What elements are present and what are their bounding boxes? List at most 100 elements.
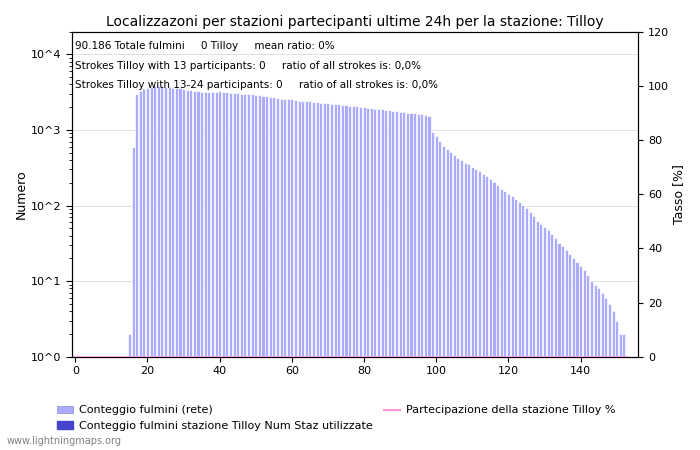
Bar bbox=[81, 357, 84, 450]
Bar bbox=[150, 87, 153, 450]
Bar bbox=[265, 96, 268, 450]
Bar bbox=[471, 167, 474, 450]
Bar bbox=[211, 92, 214, 450]
Bar bbox=[142, 89, 146, 450]
Bar bbox=[200, 92, 203, 450]
Bar bbox=[587, 275, 589, 450]
Bar bbox=[78, 357, 80, 450]
Bar bbox=[287, 99, 290, 450]
Bar bbox=[528, 212, 531, 450]
Bar bbox=[431, 131, 434, 450]
Bar bbox=[482, 174, 484, 450]
Bar bbox=[207, 92, 211, 450]
Bar bbox=[309, 101, 312, 450]
Bar bbox=[543, 227, 546, 450]
Text: Strokes Tilloy with 13-24 participants: 0     ratio of all strokes is: 0,0%: Strokes Tilloy with 13-24 participants: … bbox=[74, 81, 438, 90]
Bar bbox=[178, 88, 181, 450]
Bar bbox=[485, 176, 489, 450]
Bar bbox=[554, 238, 557, 450]
Bar bbox=[435, 136, 438, 450]
Bar bbox=[467, 164, 470, 450]
Bar bbox=[323, 103, 326, 450]
Bar bbox=[478, 171, 481, 450]
Bar bbox=[373, 108, 377, 450]
Bar bbox=[622, 334, 626, 450]
Bar bbox=[117, 357, 120, 450]
Bar bbox=[244, 94, 246, 450]
Bar bbox=[254, 95, 258, 450]
Bar bbox=[334, 104, 337, 450]
Bar bbox=[388, 110, 391, 450]
Bar bbox=[74, 357, 77, 450]
Bar bbox=[276, 98, 279, 450]
Bar bbox=[532, 216, 536, 450]
Bar bbox=[103, 357, 106, 450]
Bar bbox=[301, 101, 304, 450]
Bar bbox=[258, 95, 261, 450]
Bar bbox=[197, 91, 199, 450]
Bar bbox=[395, 111, 398, 450]
Bar bbox=[370, 108, 373, 450]
Bar bbox=[316, 102, 318, 450]
Bar bbox=[626, 357, 629, 450]
Bar bbox=[565, 250, 568, 450]
Bar bbox=[182, 89, 185, 450]
Bar bbox=[442, 146, 445, 450]
Bar bbox=[172, 88, 174, 450]
Bar bbox=[262, 95, 265, 450]
Bar bbox=[456, 158, 459, 450]
Bar bbox=[240, 94, 243, 450]
Bar bbox=[579, 266, 582, 450]
Bar bbox=[356, 106, 358, 450]
Bar bbox=[229, 93, 232, 450]
Bar bbox=[160, 86, 164, 450]
Bar bbox=[391, 111, 395, 450]
Bar bbox=[186, 90, 189, 450]
Bar bbox=[304, 101, 308, 450]
Title: Localizzazoni per stazioni partecipanti ultime 24h per la stazione: Tilloy: Localizzazoni per stazioni partecipanti … bbox=[106, 15, 604, 29]
Bar bbox=[312, 102, 315, 450]
Bar bbox=[475, 169, 477, 450]
Bar bbox=[428, 116, 430, 450]
Bar bbox=[575, 262, 578, 450]
Bar bbox=[204, 92, 206, 450]
Bar bbox=[522, 205, 524, 450]
Bar bbox=[590, 281, 593, 450]
Bar bbox=[557, 243, 561, 450]
Bar bbox=[384, 110, 387, 450]
Bar bbox=[272, 97, 275, 450]
Bar bbox=[518, 202, 521, 450]
Bar bbox=[337, 104, 340, 450]
Bar bbox=[85, 357, 88, 450]
Bar bbox=[326, 104, 330, 450]
Bar bbox=[366, 108, 369, 450]
Bar bbox=[507, 194, 510, 450]
Bar bbox=[424, 115, 427, 450]
Bar bbox=[298, 100, 300, 450]
Bar bbox=[247, 94, 250, 450]
Bar bbox=[500, 189, 503, 450]
Bar bbox=[95, 357, 99, 450]
Bar bbox=[139, 91, 142, 450]
Bar bbox=[135, 94, 138, 450]
Bar bbox=[594, 284, 596, 450]
Bar bbox=[496, 185, 499, 450]
Bar bbox=[489, 179, 492, 450]
Bar bbox=[125, 357, 127, 450]
Bar bbox=[110, 357, 113, 450]
Bar bbox=[493, 182, 496, 450]
Y-axis label: Tasso [%]: Tasso [%] bbox=[672, 164, 685, 224]
Bar bbox=[269, 97, 272, 450]
Bar bbox=[359, 107, 362, 450]
Bar bbox=[438, 141, 442, 450]
Bar bbox=[132, 147, 134, 450]
Bar bbox=[164, 87, 167, 450]
Bar bbox=[510, 197, 514, 450]
Bar bbox=[222, 92, 225, 450]
Bar bbox=[525, 208, 528, 450]
Bar bbox=[420, 114, 424, 450]
Bar bbox=[236, 93, 239, 450]
Bar bbox=[279, 99, 283, 450]
Bar bbox=[290, 99, 293, 450]
Bar bbox=[106, 357, 109, 450]
